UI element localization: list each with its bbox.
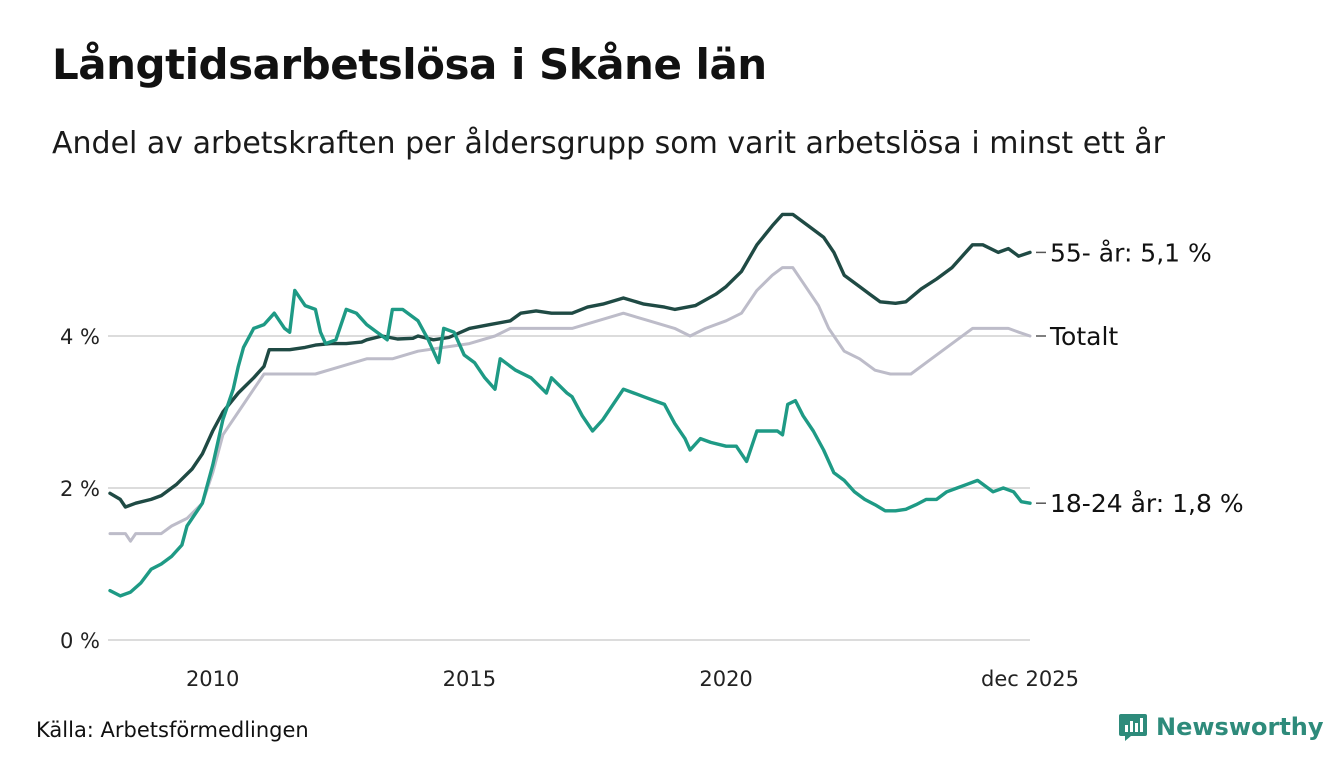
bar-chart-logo-icon [1119, 714, 1147, 741]
series-end-labels: Totalt 55- år: 5,1 % 18-24 år: 1,8 % [1036, 238, 1244, 518]
series-line-total [108, 266, 1032, 543]
x-tick-label: 2020 [699, 667, 752, 691]
x-axis: 2010 2015 2020 dec 2025 [186, 667, 1079, 691]
y-tick-label: 0 % [60, 629, 100, 653]
x-tick-label: 2015 [443, 667, 496, 691]
y-tick-label: 4 % [60, 325, 100, 349]
end-label-total: Totalt [1049, 322, 1118, 351]
brand-logo: Newsworthy [1118, 712, 1324, 742]
y-axis: 0 % 2 % 4 % [60, 325, 100, 653]
chart-title: Långtidsarbetslösa i Skåne län [52, 40, 767, 89]
x-tick-label: 2010 [186, 667, 239, 691]
brand-name: Newsworthy [1156, 713, 1324, 741]
chart-subtitle: Andel av arbetskraften per åldersgrupp s… [52, 126, 1165, 161]
series-line-youth [108, 288, 1032, 598]
series-line-older [108, 212, 1032, 509]
x-tick-label: dec 2025 [981, 667, 1079, 691]
end-label-youth: 18-24 år: 1,8 % [1050, 489, 1244, 518]
y-tick-label: 2 % [60, 477, 100, 501]
end-label-older: 55- år: 5,1 % [1050, 238, 1212, 267]
series-lines [108, 212, 1032, 598]
source-note: Källa: Arbetsförmedlingen [36, 718, 309, 742]
gridlines [108, 335, 1030, 641]
